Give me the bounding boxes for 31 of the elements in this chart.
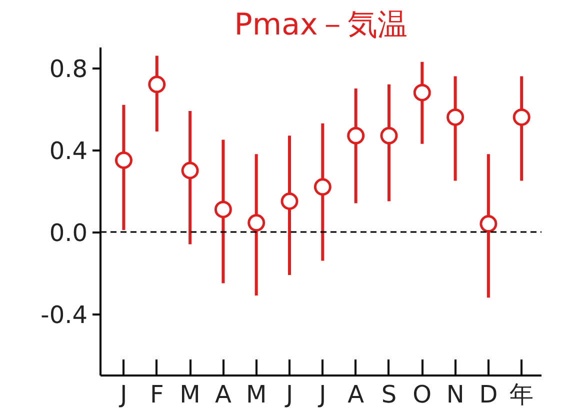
point	[114, 152, 132, 169]
y-tick-label: 0.8	[49, 55, 88, 83]
x-tick-label: J	[317, 380, 326, 408]
x-tick-label: J	[118, 380, 128, 408]
point	[181, 162, 199, 180]
x-tick-label: A	[214, 380, 232, 408]
point	[248, 214, 266, 232]
point	[446, 108, 464, 126]
x-tick-label: 年	[510, 380, 534, 408]
x-tick-label: F	[150, 380, 164, 408]
point	[314, 178, 332, 196]
point	[280, 192, 298, 210]
x-tick-label: M	[180, 380, 200, 408]
x-tick-label: M	[246, 380, 267, 408]
y-tick-label: 0.0	[49, 219, 88, 247]
x-tick-label: S	[381, 380, 397, 408]
point	[380, 126, 398, 144]
y-tick-label: 0.4	[49, 137, 88, 165]
y-tick-label: -0.4	[40, 301, 88, 329]
x-tick-label: N	[446, 380, 464, 408]
point	[214, 200, 232, 218]
point	[148, 76, 166, 94]
point	[480, 215, 498, 233]
x-tick-label: J	[284, 380, 294, 408]
chart-title: Pmax－気温	[234, 8, 408, 42]
x-tick-label: D	[479, 380, 498, 408]
x-tick-label: A	[348, 380, 365, 408]
point	[512, 108, 530, 126]
point	[413, 84, 431, 102]
point	[347, 126, 365, 144]
x-tick-label: O	[412, 380, 432, 408]
